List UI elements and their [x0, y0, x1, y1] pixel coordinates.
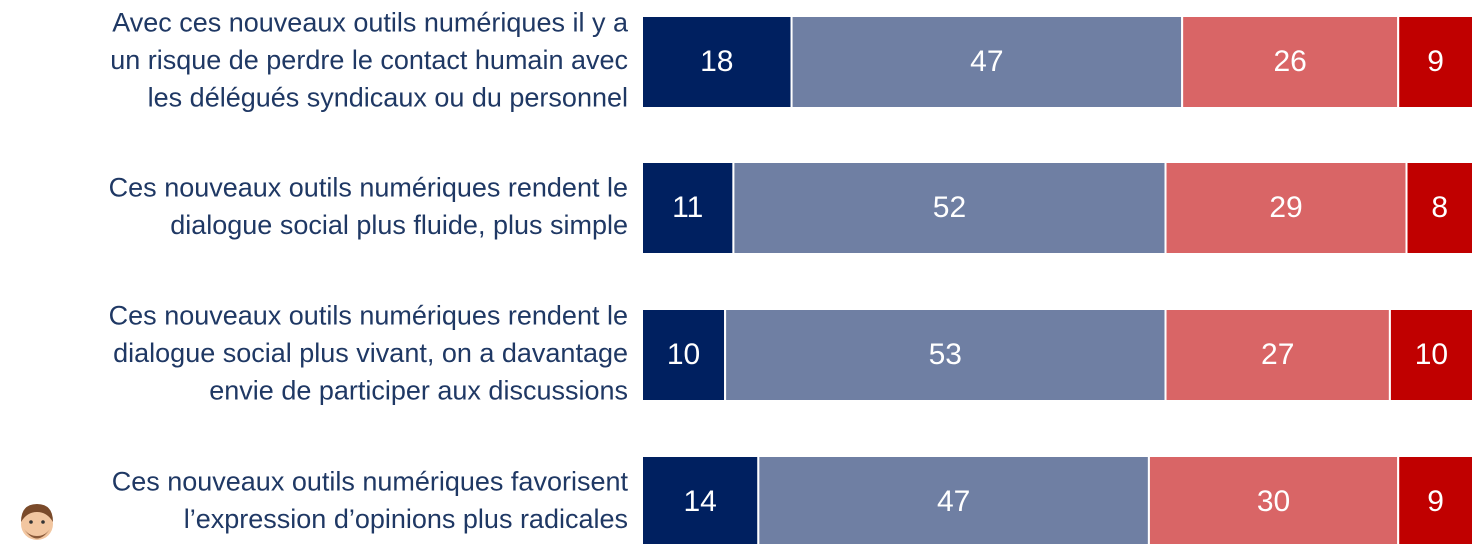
value-label: 26	[1273, 45, 1306, 78]
bar-segment	[641, 15, 793, 109]
value-label: 53	[929, 338, 962, 371]
value-label: 47	[970, 45, 1003, 78]
value-label: 47	[937, 485, 970, 518]
bar-segment	[1164, 161, 1408, 255]
value-label: 8	[1431, 191, 1448, 224]
value-label: 10	[1415, 338, 1448, 371]
value-label: 11	[672, 191, 703, 224]
value-label: 9	[1427, 45, 1444, 78]
category-label: les délégués syndicaux ou du personnel	[148, 83, 628, 113]
bar-segment	[1405, 161, 1473, 255]
category-label: Ces nouveaux outils numériques rendent l…	[109, 172, 628, 202]
value-label: 52	[933, 191, 966, 224]
category-label: Ces nouveaux outils numériques rendent l…	[109, 301, 628, 331]
value-label: 27	[1261, 338, 1294, 371]
bar-segment	[732, 161, 1167, 255]
bar-segment	[724, 308, 1167, 402]
value-label: 10	[667, 338, 700, 371]
category-label: l’expression d’opinions plus radicales	[184, 504, 628, 534]
bar-segment	[1397, 455, 1473, 544]
value-label: 30	[1257, 485, 1290, 518]
category-label: envie de participer aux discussions	[209, 376, 628, 406]
category-label: Ces nouveaux outils numériques favorisen…	[112, 466, 629, 496]
category-label: un risque de perdre le contact humain av…	[110, 45, 628, 75]
category-label: dialogue social plus vivant, on a davant…	[113, 338, 628, 368]
bar-segment	[1164, 308, 1391, 402]
bar-segment	[641, 161, 735, 255]
bar-segment	[1147, 455, 1400, 544]
bar-segment	[1181, 15, 1400, 109]
value-label: 18	[700, 45, 733, 78]
value-label: 14	[683, 485, 716, 518]
avatar-icon	[21, 504, 53, 540]
bar-segment	[757, 455, 1150, 544]
value-label: 9	[1427, 485, 1444, 518]
value-label: 29	[1269, 191, 1302, 224]
bar-segment	[641, 455, 760, 544]
bar-segment	[1388, 308, 1473, 402]
category-label: dialogue social plus fluide, plus simple	[170, 210, 628, 240]
category-label: Avec ces nouveaux outils numériques il y…	[112, 8, 629, 38]
bar-segment	[790, 15, 1184, 109]
